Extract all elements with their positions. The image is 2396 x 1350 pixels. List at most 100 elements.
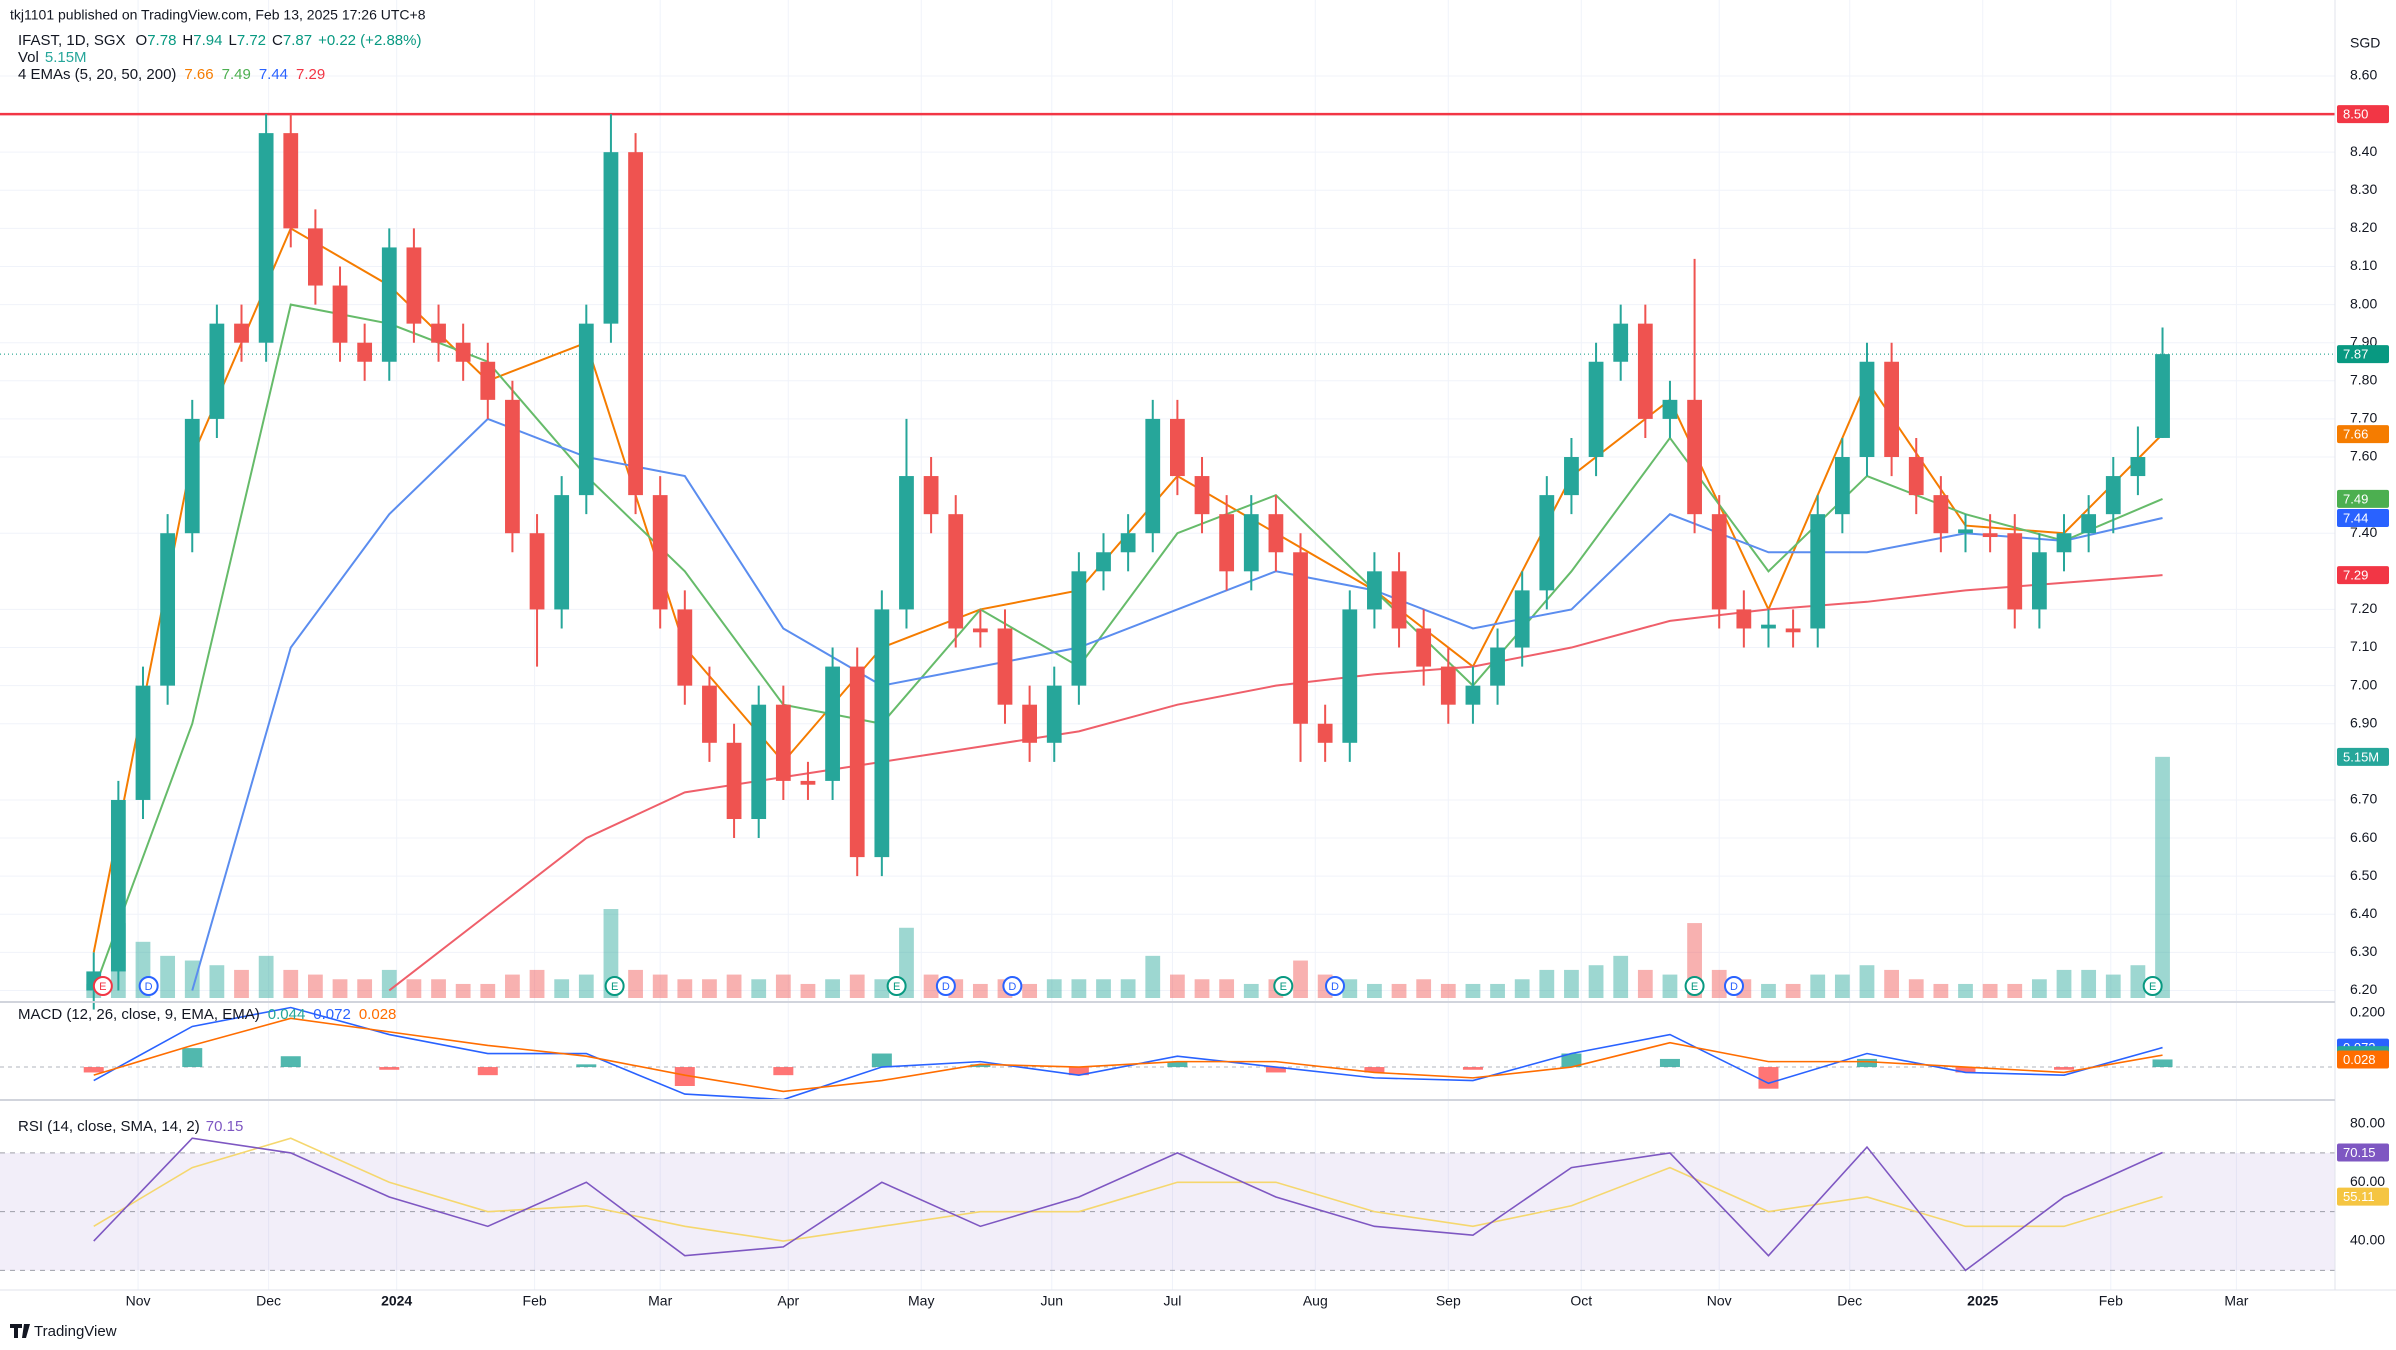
macd-histogram-bar: [1955, 1067, 1976, 1073]
candle-body: [578, 323, 594, 496]
candle-body: [505, 399, 520, 534]
volume-bar: [825, 979, 840, 998]
price-badge: [2337, 345, 2389, 364]
candle-body: [1588, 361, 1604, 458]
x-tick-label: Dec: [1837, 1293, 1862, 1309]
symbol-legend: IFAST, 1D, SGX O7.78 H7.94 L7.72 C7.87 +0.22 …: [18, 32, 421, 49]
candle-body: [1170, 418, 1185, 477]
volume-bar: [751, 979, 767, 998]
volume-bar: [1908, 979, 1924, 998]
candle-body: [332, 285, 348, 343]
y-tick-label: 8.60: [2350, 67, 2377, 83]
candle-body: [997, 628, 1013, 705]
candle-body: [1761, 624, 1776, 629]
volume-bar: [2081, 969, 2097, 998]
macd-value: 0.072: [313, 1006, 351, 1023]
y-tick-label: 7.00: [2350, 676, 2377, 692]
axes: Nov Dec 2024 Feb Mar Apr May Jun Jul Aug Sep Oct Nov…: [126, 67, 2389, 1309]
volume-bar: [1834, 974, 1850, 998]
volume-bar: [603, 909, 619, 998]
rsi-band: [0, 1152, 2335, 1271]
ohlc-key: O: [136, 32, 148, 49]
macd-histogram-bar: [1856, 1058, 1877, 1068]
volume-bar: [1613, 955, 1629, 998]
candle-body: [2007, 533, 2023, 610]
volume-bar: [480, 983, 496, 998]
volume-bar: [726, 974, 742, 998]
ema-line: [191, 417, 2163, 991]
candle-body: [2081, 514, 2097, 534]
candle-body: [652, 495, 668, 610]
x-tick-label: Aug: [1303, 1293, 1328, 1309]
candle-body: [1046, 685, 1062, 743]
volume-bar: [234, 969, 249, 998]
volume-bar: [160, 955, 176, 998]
volume-bar: [677, 979, 693, 998]
macd-histogram-bar: [477, 1067, 498, 1076]
volume-bar: [1022, 983, 1038, 998]
macd-legend: MACD (12, 26, close, 9, EMA, EMA) 0.044 0.…: [18, 1006, 396, 1023]
candle-body: [1120, 533, 1136, 553]
y-tick-label: 6.90: [2350, 714, 2377, 730]
event-marker: [138, 976, 159, 996]
macd-label: MACD (12, 26, close, 9, EMA, EMA): [18, 1006, 260, 1023]
price-badge-label: 7.29: [2343, 568, 2368, 583]
event-marker: [92, 976, 113, 996]
rsi-tick-label: 60.00: [2350, 1173, 2385, 1189]
volume-bar: [431, 979, 446, 998]
volume-bar: [1440, 983, 1456, 998]
candle-body: [135, 685, 151, 800]
candle-body: [775, 704, 791, 781]
volume-bar: [800, 983, 816, 998]
volume-bar: [1588, 965, 1604, 998]
volume-bar: [209, 965, 225, 998]
candle-body: [1933, 495, 1949, 534]
volume-bar: [1194, 979, 1210, 998]
candle-body: [800, 780, 816, 785]
candle-body: [1637, 323, 1653, 419]
event-label: D: [1008, 981, 1016, 993]
event-marker: [935, 976, 956, 996]
grid: [0, 0, 2335, 1290]
volume-bar: [1046, 979, 1062, 998]
candle-body: [455, 342, 471, 362]
macd-histogram-bar: [182, 1048, 203, 1068]
candle-body: [2155, 354, 2170, 438]
macd-histogram-bar: [1758, 1067, 1779, 1089]
footer: TradingView: [10, 1323, 117, 1340]
candle-body: [1022, 704, 1038, 743]
candle-body: [948, 514, 964, 629]
volume-bar: [1539, 969, 1555, 998]
event-label: E: [893, 981, 900, 993]
y-tick-label: 7.10: [2350, 638, 2377, 654]
x-tick-label: May: [908, 1293, 934, 1309]
event-marker: [1723, 976, 1744, 996]
footer-brand: TradingView: [34, 1323, 117, 1340]
candle-body: [2056, 533, 2072, 553]
rsi-ma-line: [93, 1137, 2163, 1242]
event-label: E: [611, 981, 618, 993]
y-tick-label: 7.60: [2350, 448, 2377, 464]
candle-body: [1367, 571, 1382, 610]
volume-bar: [628, 969, 643, 998]
y-tick-label: 6.70: [2350, 791, 2377, 807]
volume-bar: [1785, 983, 1801, 998]
ohlc-value: 7.78: [147, 32, 176, 49]
price-badge: [2337, 425, 2389, 444]
candle-body: [1539, 495, 1555, 591]
rsi-tick-label: 40.00: [2350, 1232, 2385, 1248]
candle-body: [972, 628, 988, 633]
candle-body: [1785, 628, 1801, 633]
volume-bar: [874, 979, 890, 998]
volume-bar: [2155, 756, 2170, 998]
candle-body: [702, 685, 717, 743]
y-tick-label: 6.50: [2350, 867, 2377, 883]
ema-line: [388, 574, 2163, 992]
logo: [10, 1324, 30, 1338]
event-label: D: [942, 981, 950, 993]
candle-body: [1391, 571, 1407, 629]
macd-tick-label: 0.200: [2350, 1004, 2385, 1020]
volume-bar: [1810, 974, 1826, 998]
